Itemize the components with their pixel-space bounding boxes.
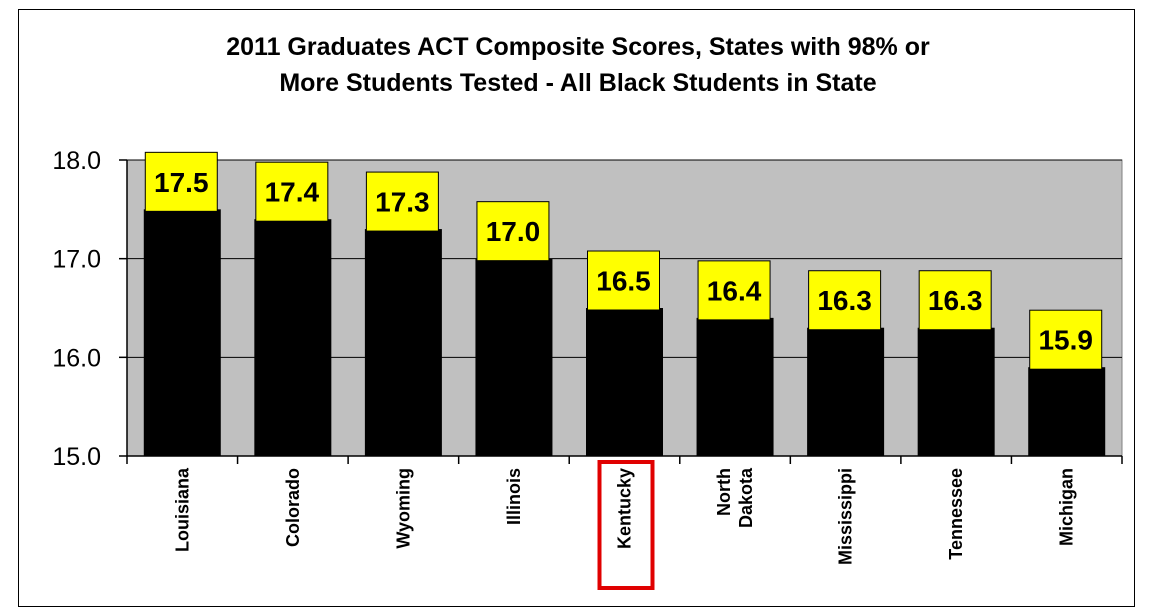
category-label-text: Louisiana (172, 467, 192, 552)
y-tick-label: 18.0 (52, 147, 101, 175)
highlight-box (597, 460, 655, 590)
category-label: Mississippi (836, 468, 856, 565)
category-label-text: Tennessee (946, 468, 966, 560)
bars (143, 209, 1106, 456)
value-label: 17.4 (265, 177, 320, 208)
category-label: Colorado (283, 468, 303, 547)
value-label-box (1029, 309, 1103, 370)
chart-title-line: More Students Tested - All Black Student… (279, 69, 876, 97)
category-label: Louisiana (172, 467, 192, 552)
value-label: 16.5 (596, 266, 651, 297)
category-label: Illinois (504, 468, 524, 525)
category-label-text: Illinois (504, 468, 524, 525)
value-labels: 17.5 17.4 17.3 17.0 16.5 16.4 16.3 16.3 15.9 (144, 151, 1103, 370)
axes (126, 160, 1123, 464)
bar (254, 219, 332, 456)
category-label: North Dakota (714, 467, 756, 528)
value-label-box (587, 250, 660, 311)
bar (475, 258, 553, 456)
bar (696, 317, 774, 456)
category-label-text: Dakota (736, 467, 756, 528)
value-label: 15.9 (1038, 325, 1093, 356)
category-label-text: Kentucky (615, 468, 635, 549)
category-label-text: Mississippi (836, 468, 856, 565)
value-label-box (808, 270, 882, 331)
value-label: 16.4 (707, 275, 762, 306)
value-label-box (255, 161, 329, 222)
x-axis-categories: Louisiana Colorado Wyoming Illinois Kentucky… (172, 460, 1077, 590)
value-label: 17.0 (486, 216, 541, 247)
value-label-box (476, 201, 550, 262)
chart-title-line: 2011 Graduates ACT Composite Scores, Sta… (226, 33, 930, 61)
category-label: Kentucky (615, 468, 635, 549)
category-label-text: Michigan (1057, 468, 1077, 546)
category-label: Tennessee (946, 468, 966, 560)
bar (807, 327, 885, 456)
bar (1028, 367, 1106, 456)
value-label: 16.3 (817, 285, 872, 316)
value-label-box (144, 151, 218, 212)
y-tick-label: 15.0 (52, 443, 101, 471)
category-label: Wyoming (393, 468, 413, 549)
category-label-text: Wyoming (393, 468, 413, 549)
chart-title: 2011 Graduates ACT Composite Scores, Sta… (226, 33, 930, 97)
value-label-box (365, 171, 439, 232)
category-label-text: Colorado (283, 468, 303, 547)
y-axis-ticks: 15.0 16.0 17.0 18.0 (52, 147, 127, 471)
value-label: 16.3 (928, 285, 983, 316)
bar (143, 209, 221, 456)
value-label-box (918, 270, 992, 331)
value-label: 17.3 (375, 187, 430, 218)
category-label: Michigan (1057, 468, 1077, 546)
y-tick-label: 17.0 (52, 246, 101, 274)
y-tick-label: 16.0 (52, 344, 101, 372)
bar (364, 229, 442, 456)
bar (917, 327, 995, 456)
category-label-text: North (714, 468, 734, 516)
value-label: 17.5 (154, 167, 209, 198)
value-label-box (697, 260, 771, 321)
bar (586, 308, 663, 456)
